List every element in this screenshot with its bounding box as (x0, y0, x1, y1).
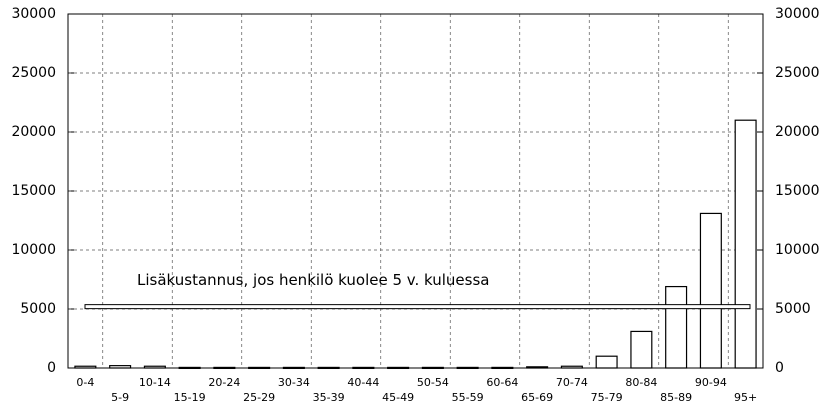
x-tick-label: 35-39 (313, 391, 345, 403)
y-tick-label: 20000 (11, 124, 56, 140)
x-tick-label: 50-54 (417, 376, 449, 389)
y-tick-label: 0 (47, 360, 56, 376)
y2-tick-label: 25000 (775, 65, 820, 81)
bar (560, 365, 583, 369)
bar (282, 366, 305, 370)
x-tick-label: 75-79 (591, 391, 623, 403)
y-tick-label: 15000 (11, 183, 56, 199)
x-tick-label: 5-9 (111, 391, 129, 403)
bar (213, 366, 236, 370)
bar (317, 366, 340, 370)
y2-tick-label: 15000 (775, 183, 820, 199)
bar (109, 365, 132, 369)
bar (178, 366, 201, 370)
x-tick-label: 95+ (734, 391, 757, 403)
x-tick-label: 60-64 (486, 376, 518, 389)
y2-tick-label: 0 (775, 360, 784, 376)
x-tick-label: 85-89 (660, 391, 692, 403)
x-tick-label: 70-74 (556, 376, 588, 389)
y-tick-label: 30000 (11, 6, 56, 22)
plot-frame (67, 13, 764, 369)
x-tick-label: 65-69 (521, 391, 553, 403)
x-tick-label: 0-4 (76, 376, 94, 389)
annotation: Lisäkustannus, jos henkilö kuolee 5 v. k… (137, 271, 489, 289)
y2-tick-label: 10000 (775, 242, 820, 258)
x-tick-label: 30-34 (278, 376, 310, 389)
x-tick-label: 25-29 (243, 391, 275, 403)
x-tick-label: 40-44 (347, 376, 379, 389)
y2-tick-label: 20000 (775, 124, 820, 140)
x-tick-label: 15-19 (174, 391, 206, 403)
bar (526, 366, 549, 369)
y-tick-label: 10000 (11, 242, 56, 258)
bar (665, 285, 688, 369)
x-tick-label: 10-14 (139, 376, 171, 389)
bar (699, 212, 722, 369)
x-tick-label: 90-94 (695, 376, 727, 389)
bar (456, 366, 479, 370)
y-tick-label: 5000 (20, 301, 56, 317)
x-tick-label: 45-49 (382, 391, 414, 403)
bar (387, 366, 410, 370)
bar (248, 366, 271, 370)
y2-tick-label: 30000 (775, 6, 820, 22)
bar (630, 330, 653, 369)
bar (421, 366, 444, 370)
bar (352, 366, 375, 370)
y2-tick-label: 5000 (775, 301, 811, 317)
bar (491, 366, 514, 370)
reference-line (84, 304, 751, 310)
x-tick-label: 55-59 (452, 391, 484, 403)
bar (734, 119, 757, 369)
x-tick-label: 20-24 (208, 376, 240, 389)
y-tick-label: 25000 (11, 65, 56, 81)
bar (143, 365, 166, 369)
bar (74, 365, 97, 369)
bar (595, 355, 618, 369)
x-tick-label: 80-84 (625, 376, 657, 389)
